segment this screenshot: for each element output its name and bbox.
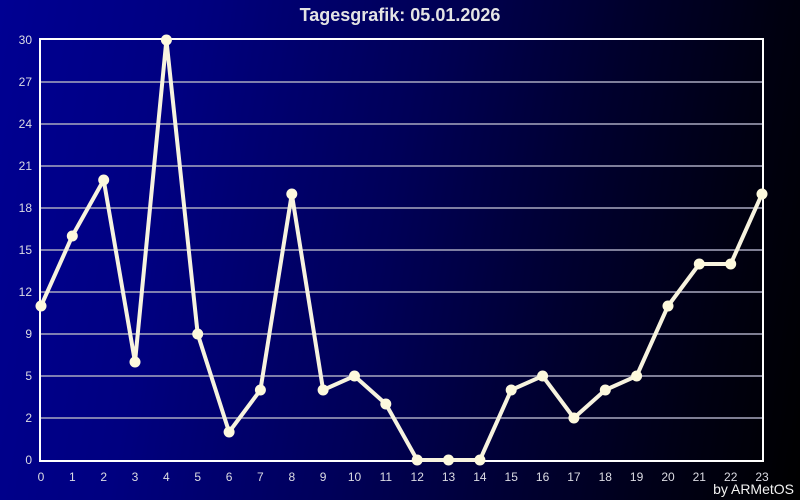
data-point [725,258,737,270]
data-point [693,258,705,270]
data-point [599,384,611,396]
data-point [631,370,643,382]
chart-title: Tagesgrafik: 05.01.2026 [299,5,501,25]
x-axis-tick-label: 16 [536,470,550,484]
y-axis-tick-label: 21 [19,159,33,173]
y-axis-tick-label: 27 [19,75,33,89]
x-axis-tick-label: 7 [257,470,264,484]
data-point [537,370,549,382]
x-axis-tick-label: 5 [194,470,201,484]
plot-border [39,38,764,462]
y-axis-tick-label: 2 [25,411,32,425]
data-point [254,384,266,396]
x-axis-tick-label: 21 [693,470,707,484]
x-axis-tick-label: 6 [226,470,233,484]
x-axis-tick-label: 20 [661,470,675,484]
data-point [98,174,110,186]
x-axis-tick-label: 2 [100,470,107,484]
y-axis-tick-label: 24 [19,117,33,131]
data-point [568,412,580,424]
data-point [192,328,204,340]
x-axis-tick-label: 3 [132,470,139,484]
data-point [505,384,517,396]
y-axis-tick-label: 9 [25,327,32,341]
x-axis-tick-label: 23 [755,470,769,484]
data-point [474,454,486,466]
x-axis-tick-label: 18 [599,470,613,484]
x-axis-tick-label: 11 [380,470,393,484]
y-axis-tick-label: 15 [19,243,33,257]
y-axis-tick-label: 30 [19,33,33,47]
y-axis-tick-label: 18 [19,201,33,215]
data-point [66,230,78,242]
x-axis-tick-label: 15 [505,470,519,484]
x-axis-tick-label: 8 [288,470,295,484]
data-point [443,454,454,466]
data-point [160,34,172,46]
x-axis-tick-label: 10 [348,470,362,484]
y-axis-tick-label: 0 [25,453,32,467]
x-axis-tick-label: 0 [38,470,45,484]
x-axis-tick-label: 22 [724,470,738,484]
y-axis-tick-label: 5 [25,369,32,383]
data-point [129,356,141,368]
data-point [223,426,235,438]
x-axis-tick-label: 12 [411,470,425,484]
data-point [35,300,47,312]
x-axis-tick-label: 4 [163,470,170,484]
data-point [756,188,768,200]
x-axis-tick-label: 1 [69,470,76,484]
data-point [411,454,423,466]
data-point [380,398,392,410]
data-point [286,188,298,200]
data-point [349,370,360,382]
x-axis-tick-label: 14 [473,470,487,484]
data-line [39,38,764,462]
x-axis-tick-label: 9 [320,470,327,484]
data-point [662,300,674,312]
credit-label: by ARMetOS [713,481,794,497]
data-point [317,384,329,396]
x-axis-tick-label: 19 [630,470,644,484]
x-axis-tick-label: 17 [567,470,581,484]
y-axis-tick-label: 12 [19,285,33,299]
x-axis-tick-label: 13 [442,470,456,484]
